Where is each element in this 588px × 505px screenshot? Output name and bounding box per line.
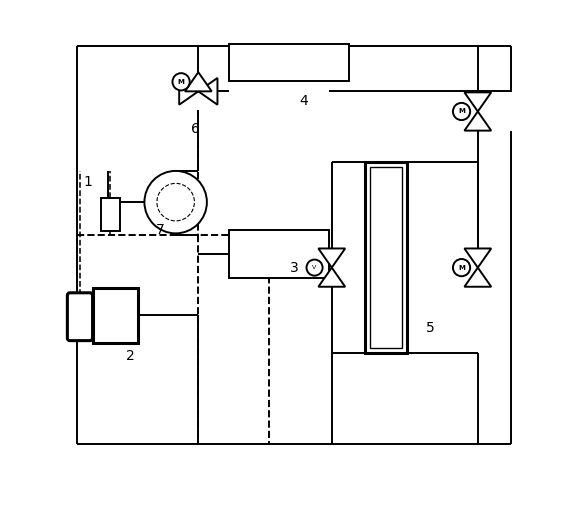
- Text: 6: 6: [191, 122, 201, 136]
- Polygon shape: [465, 112, 491, 131]
- Text: 7: 7: [156, 223, 165, 237]
- Polygon shape: [198, 78, 218, 105]
- Polygon shape: [465, 92, 491, 112]
- Text: 1: 1: [83, 175, 92, 189]
- Text: M: M: [178, 79, 185, 85]
- Polygon shape: [465, 268, 491, 287]
- Polygon shape: [179, 78, 198, 105]
- Circle shape: [145, 171, 207, 233]
- Circle shape: [306, 260, 323, 276]
- Polygon shape: [185, 72, 212, 91]
- Bar: [229, 43, 349, 81]
- Bar: [369, 167, 402, 348]
- FancyBboxPatch shape: [68, 293, 92, 341]
- Text: 5: 5: [426, 321, 435, 335]
- Text: M: M: [458, 109, 465, 115]
- Bar: [365, 162, 407, 353]
- Circle shape: [172, 73, 190, 90]
- Text: 4: 4: [300, 94, 309, 109]
- Bar: [92, 288, 138, 343]
- Polygon shape: [465, 248, 491, 268]
- Polygon shape: [318, 248, 345, 268]
- Bar: [229, 230, 329, 278]
- Text: M: M: [458, 265, 465, 271]
- Text: V: V: [312, 265, 317, 270]
- Bar: [101, 198, 120, 231]
- Text: 3: 3: [290, 261, 298, 275]
- Polygon shape: [318, 268, 345, 287]
- Circle shape: [453, 103, 470, 120]
- Circle shape: [453, 259, 470, 276]
- Text: 2: 2: [126, 349, 135, 363]
